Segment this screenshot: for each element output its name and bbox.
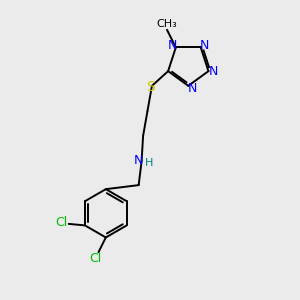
Text: N: N — [209, 65, 218, 78]
Text: CH₃: CH₃ — [157, 20, 177, 29]
Text: N: N — [134, 154, 143, 167]
Text: N: N — [167, 40, 177, 52]
Text: N: N — [188, 82, 197, 95]
Text: Cl: Cl — [89, 252, 102, 265]
Text: S: S — [146, 80, 155, 94]
Text: H: H — [145, 158, 153, 168]
Text: Cl: Cl — [55, 216, 68, 229]
Text: N: N — [200, 40, 209, 52]
